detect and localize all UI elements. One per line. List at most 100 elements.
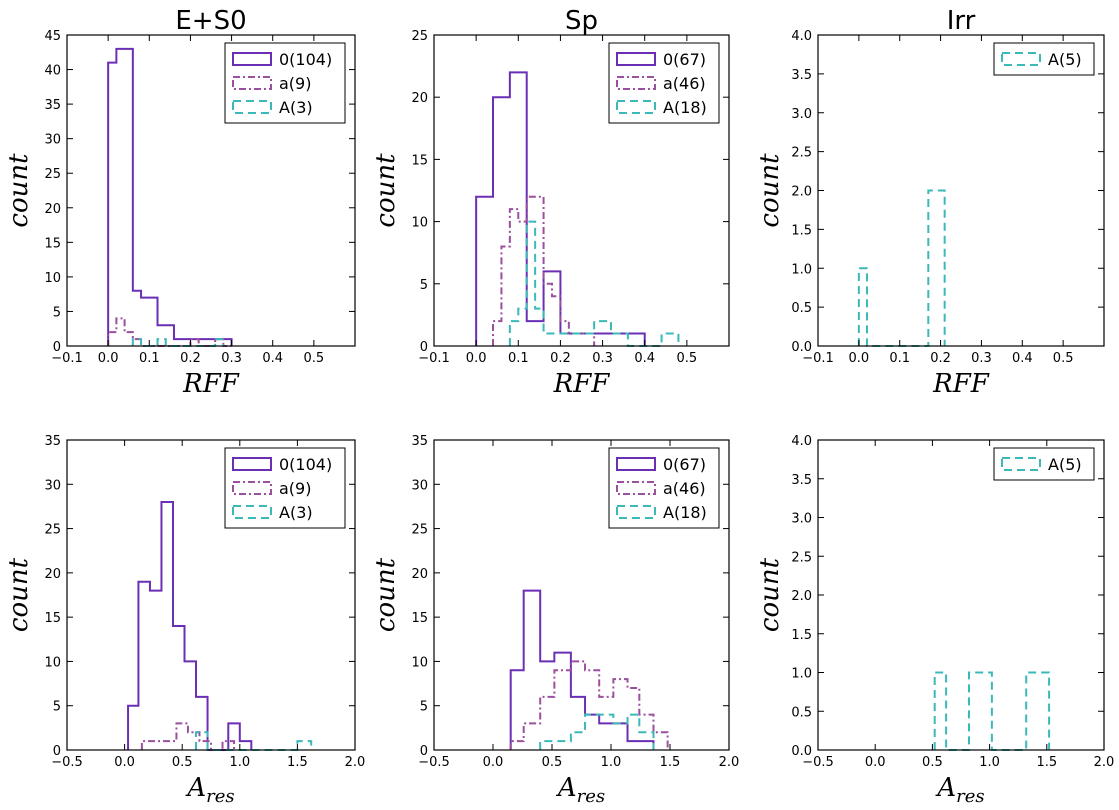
y-axis-label: count <box>4 557 34 632</box>
x-tick-label: 0.0 <box>114 755 135 770</box>
y-tick-label: 30 <box>44 478 61 493</box>
panel-title: Sp <box>565 6 598 36</box>
legend-entry: A(18) <box>663 98 707 117</box>
panel-title: E+S0 <box>175 6 246 36</box>
plot-frame <box>817 34 1105 347</box>
y-tick-label: 1.0 <box>791 667 812 682</box>
x-tick-label: 0.3 <box>592 351 613 366</box>
y-tick-label: 2.5 <box>791 550 812 565</box>
y-tick-label: 45 <box>44 29 61 44</box>
histogram-panel-1: −0.1 0.0 0.1 0.2 0.3 0.4 0.5 0 5 10 15 20 25 30 35 40 45… <box>4 6 356 399</box>
y-tick-label: 25 <box>44 167 61 182</box>
x-tick-label: −0.1 <box>51 351 83 366</box>
x-tick-label: 0.0 <box>98 351 119 366</box>
x-tick-label: 0.0 <box>466 351 487 366</box>
legend: 0(67) a(46) A(18) <box>608 447 720 529</box>
y-tick-label: 0 <box>53 340 61 355</box>
legend-swatch <box>1001 457 1041 471</box>
legend-entry: 0(104) <box>279 455 332 474</box>
series-line-2 <box>140 722 236 751</box>
x-tick-label: 0.1 <box>889 351 910 366</box>
y-tick-label: 20 <box>411 91 428 106</box>
x-tick-label: 2.0 <box>719 755 740 770</box>
y-tick-label: 1.0 <box>791 262 812 277</box>
legend-entry: A(3) <box>279 98 313 117</box>
y-tick-label: 10 <box>411 655 428 670</box>
histogram-panel-5: −0.5 0.0 0.5 1.0 1.5 2.0 0 5 10 15 20 25 30 35 Ares cou… <box>371 434 739 807</box>
y-tick-label: 4.0 <box>791 434 812 449</box>
y-tick-label: 3.5 <box>791 473 812 488</box>
y-tick-label: 3.5 <box>791 68 812 83</box>
x-axis-label: Ares <box>556 773 605 807</box>
legend-swatch <box>232 76 272 90</box>
legend-entry: a(46) <box>663 74 706 93</box>
x-axis-label: RFF <box>553 369 611 399</box>
legend-box <box>224 42 346 124</box>
x-tick-label: 0.5 <box>172 755 193 770</box>
x-tick-label: 0.5 <box>1053 351 1074 366</box>
x-tick-label: 0.1 <box>139 351 160 366</box>
legend: 0(67) a(46) A(18) <box>608 42 720 124</box>
legend-box <box>608 42 720 124</box>
y-tick-label: 5 <box>420 700 428 715</box>
x-tick-label: 1.0 <box>601 755 622 770</box>
histogram-panel-6: −0.5 0.0 0.5 1.0 1.5 2.00.00.51.01.52.02.53.0… <box>755 434 1114 807</box>
x-axis-label: RFF <box>932 369 990 399</box>
y-tick-label: 30 <box>411 478 428 493</box>
y-tick-label: 2.0 <box>791 589 812 604</box>
plot-frame <box>66 439 356 751</box>
y-tick-label: 5 <box>53 700 61 715</box>
legend: A(5) <box>993 42 1095 76</box>
x-axis-label: Ares <box>935 773 984 807</box>
x-tick-label: 0.4 <box>262 351 283 366</box>
x-tick-label: 1.5 <box>1036 755 1057 770</box>
y-tick-label: 15 <box>44 236 61 251</box>
legend-swatch <box>616 76 656 90</box>
x-tick-label: 0.2 <box>550 351 571 366</box>
y-tick-label: 20 <box>411 567 428 582</box>
series-line-1 <box>107 47 233 346</box>
series-line-3 <box>508 220 680 347</box>
plot-frame <box>433 439 730 751</box>
y-tick-label: 4.0 <box>791 29 812 44</box>
y-tick-label: 20 <box>44 567 61 582</box>
y-tick-label: 40 <box>44 64 61 79</box>
x-tick-label: 0.2 <box>180 351 201 366</box>
x-tick-label: 0.3 <box>971 351 992 366</box>
y-tick-label: 3.0 <box>791 107 812 122</box>
legend-entry: a(46) <box>663 479 706 498</box>
x-tick-label: −0.1 <box>802 351 834 366</box>
legend-swatch <box>616 481 656 495</box>
y-axis-label: count <box>371 557 401 632</box>
x-tick-label: 0.5 <box>677 351 698 366</box>
x-tick-label: −0.5 <box>51 755 83 770</box>
legend: A(5) <box>993 447 1095 481</box>
legend-entry: 0(67) <box>663 50 706 69</box>
x-tick-label: −0.1 <box>418 351 450 366</box>
series-line-2 <box>509 660 669 750</box>
series-line-1 <box>933 671 1051 751</box>
y-tick-label: 35 <box>44 434 61 449</box>
series-line-2 <box>492 195 596 346</box>
x-tick-label: 1.0 <box>229 755 250 770</box>
y-axis-label: count <box>371 153 401 228</box>
y-tick-label: 5 <box>420 278 428 293</box>
legend-entry: A(5) <box>1048 50 1082 69</box>
y-tick-label: 0 <box>53 744 61 759</box>
y-tick-label: 0 <box>420 744 428 759</box>
y-axis-label: count <box>4 153 34 228</box>
x-tick-label: 0.4 <box>1012 351 1033 366</box>
x-tick-label: −0.5 <box>802 755 834 770</box>
y-tick-label: 20 <box>44 202 61 217</box>
x-tick-label: 1.5 <box>287 755 308 770</box>
x-tick-label: 0.0 <box>865 755 886 770</box>
legend-entry: a(9) <box>279 479 311 498</box>
y-tick-label: 10 <box>411 216 428 231</box>
histogram-panel-3: −0.1 0.0 0.1 0.2 0.3 0.4 0.50.00.51.01.52.02.5… <box>755 6 1105 399</box>
panel-title: Irr <box>947 6 976 36</box>
y-tick-label: 1.5 <box>791 223 812 238</box>
x-tick-label: 0.5 <box>542 755 563 770</box>
legend-entry: 0(67) <box>663 455 706 474</box>
y-tick-label: 10 <box>44 655 61 670</box>
